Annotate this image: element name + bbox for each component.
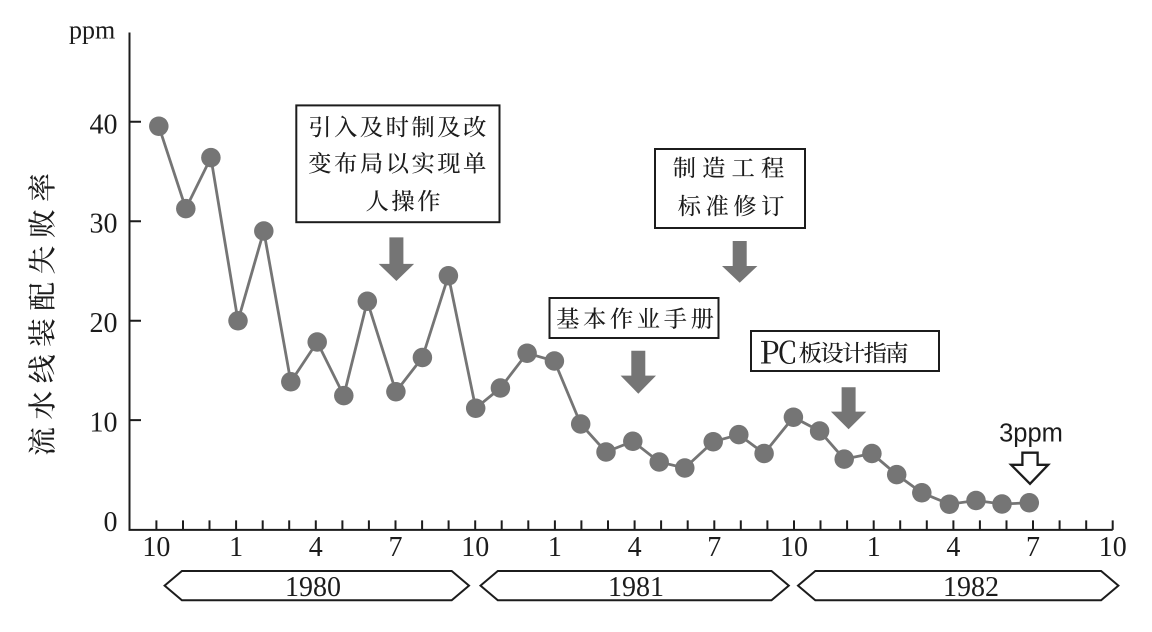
svg-text:1981: 1981: [608, 572, 664, 603]
svg-text:0: 0: [104, 507, 118, 538]
svg-text:10: 10: [142, 532, 170, 563]
svg-text:7: 7: [1026, 532, 1040, 563]
svg-text:1982: 1982: [943, 572, 999, 603]
svg-text:30: 30: [90, 209, 118, 240]
svg-text:10: 10: [461, 532, 489, 563]
svg-text:1: 1: [548, 532, 562, 563]
svg-text:40: 40: [90, 109, 118, 140]
svg-text:4: 4: [946, 532, 960, 563]
svg-text:4: 4: [309, 532, 323, 563]
svg-text:10: 10: [780, 532, 808, 563]
svg-text:10: 10: [90, 408, 118, 439]
svg-text:7: 7: [389, 532, 403, 563]
svg-text:ppm: ppm: [69, 16, 115, 45]
svg-text:1980: 1980: [285, 572, 341, 603]
svg-text:4: 4: [628, 532, 642, 563]
svg-text:1: 1: [229, 532, 243, 563]
svg-text:3ppm: 3ppm: [999, 420, 1063, 448]
svg-text:7: 7: [707, 532, 721, 563]
svg-text:10: 10: [1099, 532, 1127, 563]
svg-text:20: 20: [90, 308, 118, 339]
svg-text:1: 1: [867, 532, 881, 563]
